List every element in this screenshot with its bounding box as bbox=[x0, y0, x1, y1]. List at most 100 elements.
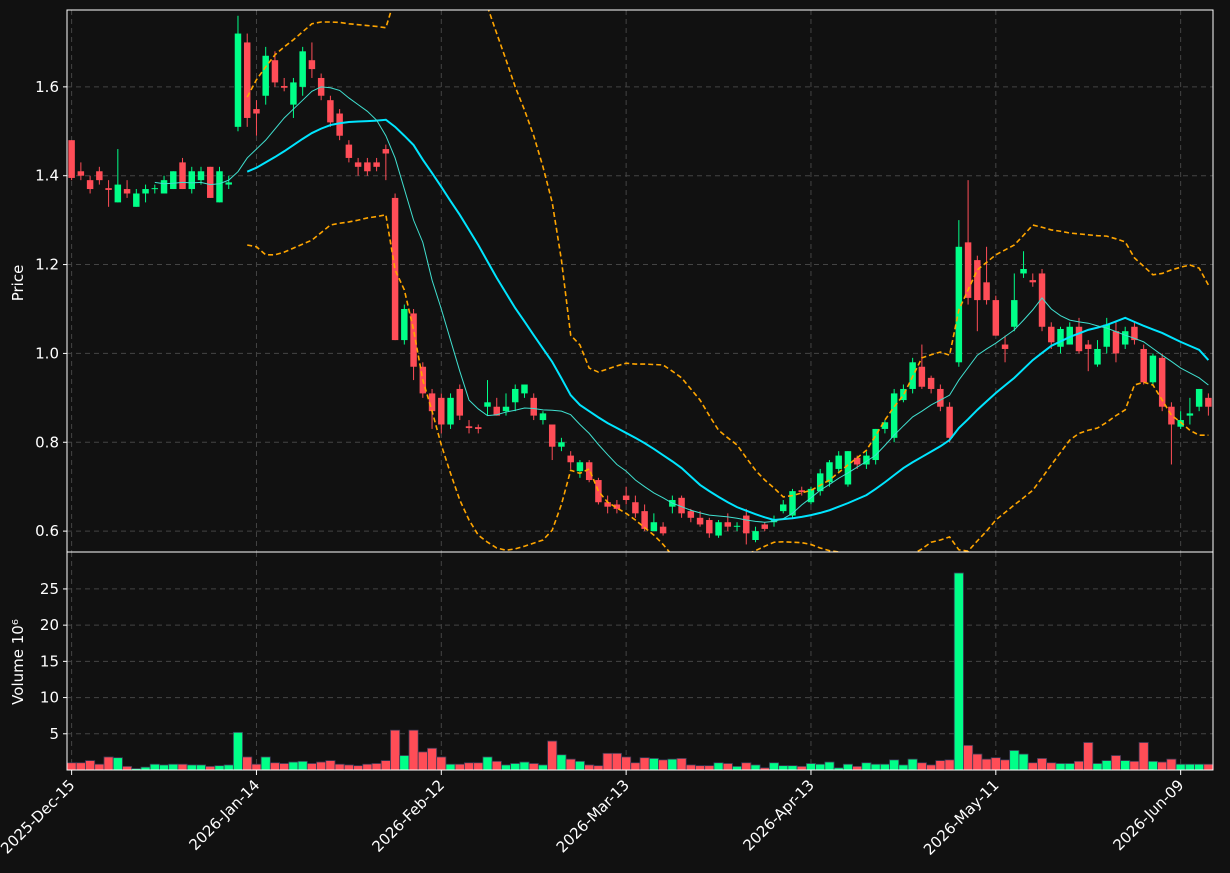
volume-bar bbox=[574, 760, 585, 770]
candle-body bbox=[280, 85, 288, 88]
volume-bar bbox=[1147, 760, 1158, 770]
candle-body bbox=[1011, 300, 1018, 327]
candle-body bbox=[290, 82, 297, 105]
candle-body bbox=[983, 282, 990, 301]
volume-bar bbox=[454, 763, 465, 770]
candle-body bbox=[308, 60, 316, 70]
y-tick-label: 0.8 bbox=[35, 433, 59, 451]
volume-bar bbox=[1166, 758, 1177, 770]
volume-bar bbox=[565, 758, 576, 770]
volume-bar bbox=[297, 760, 308, 770]
candle-body bbox=[511, 388, 519, 403]
volume-bar bbox=[935, 760, 946, 770]
volume-bar bbox=[981, 758, 992, 770]
candle-body bbox=[114, 184, 122, 203]
volume-bar bbox=[1101, 760, 1112, 770]
candle-body bbox=[1112, 331, 1120, 354]
volume-bar bbox=[279, 763, 290, 770]
volume-bar bbox=[944, 759, 955, 770]
y-tick-label: 1.4 bbox=[35, 167, 59, 185]
candle-body bbox=[918, 366, 926, 387]
candle-body bbox=[641, 511, 648, 529]
volume-bar bbox=[1120, 760, 1131, 770]
candle-body bbox=[271, 60, 279, 83]
y-tick-label: 1.6 bbox=[35, 78, 59, 96]
volume-bar bbox=[750, 764, 761, 770]
candle-body bbox=[253, 109, 260, 114]
volume-bar bbox=[889, 759, 900, 770]
candle-body bbox=[428, 393, 436, 412]
volume-frame bbox=[66, 551, 1214, 771]
candle-body bbox=[937, 388, 944, 407]
candle-body bbox=[456, 388, 464, 416]
volume-bar bbox=[75, 762, 86, 770]
candle-body bbox=[780, 504, 787, 512]
moving-average-line bbox=[246, 118, 1210, 522]
candle-body bbox=[650, 522, 658, 532]
candle-body bbox=[974, 260, 981, 301]
candle-body bbox=[77, 171, 85, 176]
volume-bar bbox=[963, 744, 974, 770]
candle-body bbox=[863, 455, 870, 465]
volume-bar bbox=[528, 763, 539, 770]
volume-bar bbox=[556, 754, 567, 770]
candle-body bbox=[345, 144, 353, 158]
volume-bar bbox=[815, 763, 826, 770]
candle-body bbox=[585, 462, 593, 481]
y-tick-label: 15 bbox=[40, 652, 59, 670]
volume-bar bbox=[907, 758, 918, 770]
candle-body bbox=[872, 428, 879, 461]
candle-body bbox=[567, 455, 574, 463]
volume-bar bbox=[103, 756, 114, 770]
candle-body bbox=[373, 162, 380, 167]
candle-body bbox=[946, 406, 953, 438]
y-tick-label: 5 bbox=[49, 725, 59, 743]
candle-body bbox=[179, 162, 186, 190]
volume-bar bbox=[667, 758, 678, 770]
candle-body bbox=[1131, 326, 1138, 341]
volume-bar bbox=[1175, 763, 1186, 770]
y-tick-label: 1.0 bbox=[35, 344, 59, 362]
candle-body bbox=[68, 140, 75, 178]
volume-bar bbox=[417, 751, 428, 770]
candle-body bbox=[1057, 328, 1064, 347]
volume-bar bbox=[1073, 760, 1085, 770]
volume-bar bbox=[269, 762, 280, 770]
volume-bar bbox=[713, 762, 724, 770]
candle-body bbox=[789, 491, 796, 516]
candle-body bbox=[835, 455, 842, 469]
volume-bar bbox=[214, 765, 225, 770]
candle-body bbox=[493, 406, 500, 416]
volume-bar bbox=[353, 765, 364, 770]
volume-bar bbox=[306, 763, 317, 770]
volume-bar bbox=[796, 765, 807, 770]
candle-body bbox=[595, 480, 602, 503]
volume-bar bbox=[251, 763, 262, 770]
candle-body bbox=[900, 388, 907, 401]
band-line bbox=[246, 10, 1210, 498]
candle-body bbox=[1177, 420, 1184, 427]
volume-bar bbox=[94, 763, 105, 770]
candle-body bbox=[1020, 269, 1027, 274]
volume-bar bbox=[732, 765, 743, 770]
volume-bar bbox=[768, 762, 780, 770]
candle-body bbox=[696, 517, 704, 525]
candle-body bbox=[484, 402, 491, 407]
candle-body bbox=[687, 511, 695, 518]
candle-body bbox=[1084, 344, 1092, 349]
volume-bar bbox=[704, 765, 715, 770]
candle-body bbox=[927, 377, 935, 389]
volume-bar bbox=[380, 760, 391, 770]
volume-bar bbox=[1018, 753, 1029, 770]
volume-bar bbox=[547, 740, 558, 770]
volume-bar bbox=[122, 765, 133, 770]
candle-body bbox=[890, 393, 898, 438]
candle-body bbox=[262, 55, 269, 96]
candle-body bbox=[170, 171, 177, 190]
volume-bar bbox=[288, 761, 299, 770]
candle-body bbox=[576, 462, 584, 472]
volume-bar bbox=[1064, 763, 1075, 770]
volume-bar bbox=[685, 764, 696, 770]
volume-bar bbox=[464, 762, 475, 770]
volume-bar bbox=[316, 761, 327, 770]
